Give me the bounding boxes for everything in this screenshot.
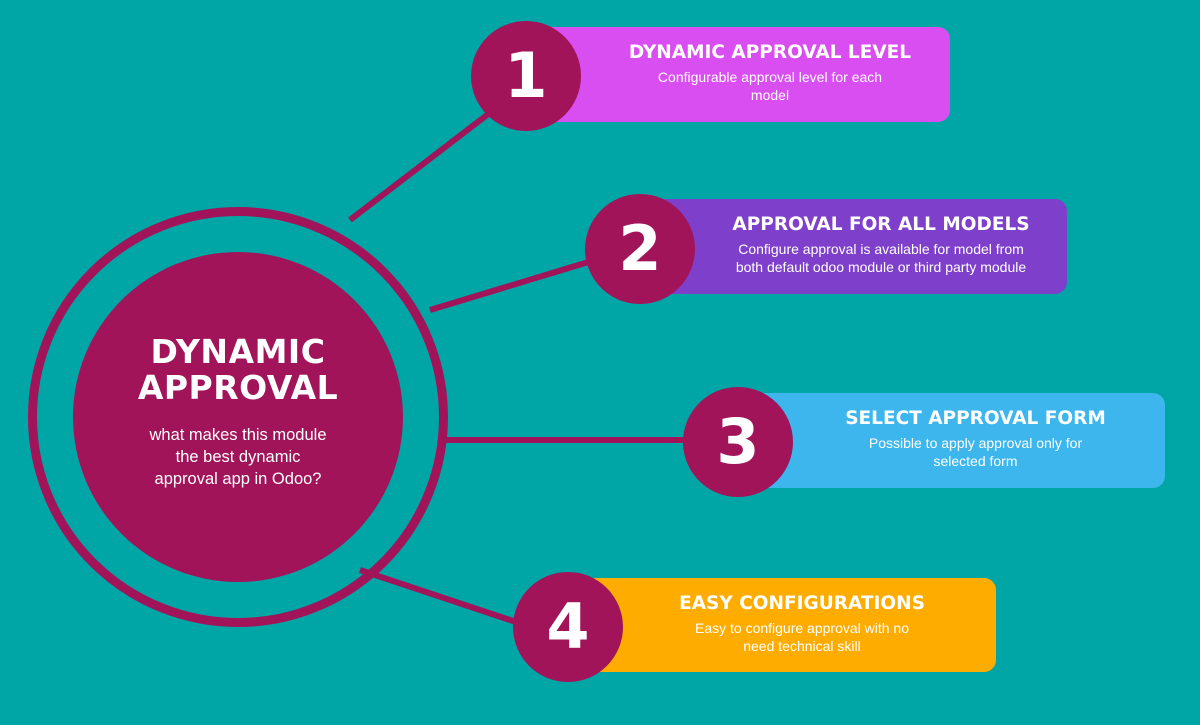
center-subtitle: what makes this module the best dynamic … [113, 424, 363, 490]
feature-description-line: selected form [933, 453, 1018, 469]
feature-title: DYNAMIC APPROVAL LEVEL [628, 42, 912, 63]
connector-line-1 [348, 102, 502, 223]
feature-title: APPROVAL FOR ALL MODELS [732, 214, 1030, 235]
center-title: DYNAMIC APPROVAL [73, 334, 403, 406]
feature-description-line: Easy to configure approval with no [694, 620, 909, 636]
feature-description-line: model [750, 87, 790, 103]
feature-title: EASY CONFIGURATIONS [679, 593, 925, 614]
feature-description: Possible to apply approval only for sele… [826, 434, 1126, 470]
feature-box-2: APPROVAL FOR ALL MODELS Configure approv… [635, 199, 1067, 294]
center-title-line: APPROVAL [137, 368, 339, 407]
center-circle: DYNAMIC APPROVAL what makes this module … [73, 252, 403, 582]
feature-description: Configurable approval level for each mod… [625, 68, 915, 104]
feature-description: Configure approval is available for mode… [696, 240, 1066, 276]
feature-description-line: Configure approval is available for mode… [738, 241, 1024, 257]
center-subtitle-line: approval app in Odoo? [154, 470, 322, 488]
number-badge-1: 1 [471, 21, 581, 131]
feature-description: Easy to configure approval with no need … [652, 619, 952, 655]
center-subtitle-line: what makes this module [149, 426, 327, 444]
center-title-line: DYNAMIC [150, 332, 326, 371]
center-subtitle-line: the best dynamic [175, 448, 301, 466]
feature-description-line: Configurable approval level for each [657, 69, 883, 85]
feature-box-4: EASY CONFIGURATIONS Easy to configure ap… [562, 578, 996, 672]
number-badge-3: 3 [683, 387, 793, 497]
number-badge-4: 4 [513, 572, 623, 682]
feature-description-line: need technical skill [743, 638, 861, 654]
feature-title: SELECT APPROVAL FORM [845, 408, 1106, 429]
feature-description-line: both default odoo module or third party … [735, 259, 1027, 275]
connector-line-2 [429, 257, 596, 313]
connector-line-4 [359, 567, 526, 628]
feature-box-3: SELECT APPROVAL FORM Possible to apply a… [732, 393, 1165, 488]
feature-box-1: DYNAMIC APPROVAL LEVEL Configurable appr… [530, 27, 950, 122]
outer-ring [28, 207, 448, 627]
number-badge-2: 2 [585, 194, 695, 304]
feature-description-line: Possible to apply approval only for [868, 435, 1083, 451]
